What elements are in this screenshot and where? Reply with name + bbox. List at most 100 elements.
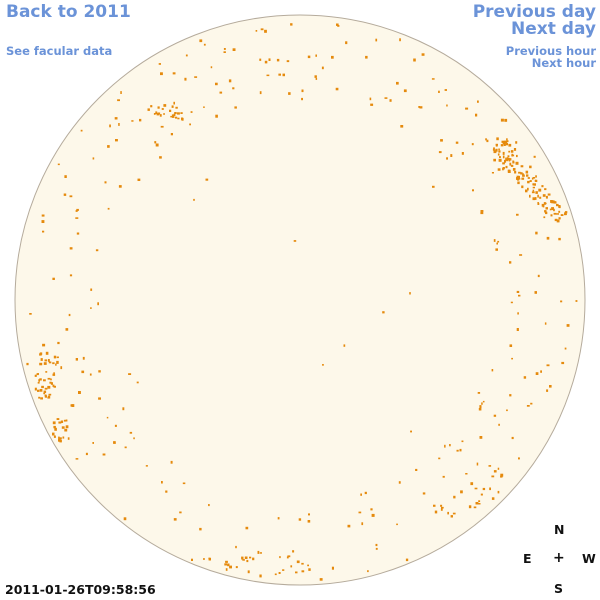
facula-speck	[478, 500, 481, 502]
facula-speck	[347, 524, 351, 528]
facula-speck	[364, 491, 367, 495]
see-facular-data-link[interactable]: See facular data	[6, 44, 113, 58]
facula-speck	[234, 106, 237, 109]
facula-speck	[553, 201, 557, 204]
facula-speck	[527, 177, 530, 179]
facula-speck	[473, 506, 477, 509]
facula-speck	[41, 220, 45, 223]
facula-speck	[517, 312, 519, 315]
facula-speck	[452, 512, 456, 515]
facula-speck	[160, 125, 164, 128]
facula-speck	[114, 117, 118, 120]
facula-speck	[189, 123, 191, 126]
facula-speck	[154, 141, 157, 144]
facula-speck	[501, 140, 504, 143]
facula-speck	[145, 465, 148, 467]
facula-speck	[525, 170, 529, 174]
facula-speck	[107, 145, 110, 148]
facula-speck	[293, 240, 297, 242]
facula-speck	[500, 144, 504, 147]
previous-day-link[interactable]: Previous day	[472, 2, 596, 22]
facula-speck	[534, 179, 537, 182]
facula-speck	[532, 189, 535, 192]
facula-speck	[537, 274, 540, 278]
facula-speck	[34, 374, 37, 377]
facula-speck	[203, 558, 205, 560]
facula-speck	[519, 254, 523, 256]
facula-speck	[249, 556, 252, 559]
facula-speck	[43, 362, 47, 365]
facula-speck	[92, 442, 94, 444]
facula-speck	[39, 389, 43, 392]
facula-speck	[150, 105, 153, 108]
facula-speck	[184, 77, 187, 81]
facula-speck	[460, 490, 463, 494]
facula-speck	[540, 370, 542, 373]
back-to-year-link[interactable]: Back to 2011	[6, 2, 131, 22]
facula-speck	[529, 194, 531, 198]
facula-speck	[434, 510, 438, 514]
facula-speck	[314, 75, 317, 78]
facula-speck	[235, 566, 238, 569]
facula-speck	[453, 495, 456, 499]
facula-speck	[517, 181, 520, 185]
facula-speck	[75, 217, 79, 219]
facula-speck	[560, 214, 563, 216]
facula-speck	[199, 39, 203, 43]
facula-speck	[506, 409, 508, 412]
facula-speck	[173, 101, 175, 105]
facula-speck	[405, 558, 409, 562]
facula-speck	[292, 550, 295, 553]
facula-speck	[477, 100, 479, 103]
facula-speck	[478, 408, 482, 411]
facula-speck	[58, 421, 62, 424]
facula-speck	[564, 212, 566, 216]
facula-speck	[506, 138, 508, 141]
facula-speck	[433, 504, 436, 507]
facula-speck	[259, 552, 262, 554]
facula-speck	[531, 191, 535, 194]
next-day-link[interactable]: Next day	[511, 19, 596, 39]
facula-speck	[522, 174, 525, 177]
facula-speck	[498, 150, 501, 153]
facula-speck	[52, 362, 55, 365]
facula-speck	[80, 129, 83, 132]
previous-hour-link[interactable]: Previous hour	[505, 44, 596, 58]
facula-speck	[509, 261, 512, 264]
facula-speck	[191, 558, 193, 561]
facula-speck	[505, 165, 508, 169]
facula-speck	[75, 210, 78, 212]
facula-speck	[558, 210, 561, 213]
facula-speck	[172, 72, 176, 75]
facula-speck	[493, 150, 497, 154]
facula-speck	[507, 169, 511, 172]
facula-speck	[264, 60, 268, 64]
facula-speck	[477, 503, 481, 505]
facula-speck	[242, 559, 245, 561]
facula-speck	[47, 395, 51, 399]
facula-speck	[369, 97, 372, 101]
facula-speck	[173, 518, 177, 521]
facula-speck	[475, 113, 478, 117]
facula-speck	[413, 58, 416, 62]
facula-speck	[244, 556, 248, 559]
facula-speck	[509, 394, 512, 397]
facula-speck	[480, 493, 483, 496]
facula-speck	[564, 347, 567, 350]
facula-speck	[38, 396, 41, 399]
facula-speck	[418, 106, 420, 108]
facula-speck	[257, 550, 260, 554]
facula-speck	[500, 473, 504, 477]
facula-speck	[465, 473, 468, 475]
facula-speck	[75, 358, 78, 361]
facula-speck	[78, 391, 81, 394]
facula-speck	[279, 556, 281, 559]
facula-speck	[358, 511, 362, 514]
next-hour-link[interactable]: Next hour	[531, 56, 596, 70]
facula-speck	[495, 143, 498, 146]
facula-speck	[336, 23, 339, 26]
facula-speck	[450, 154, 453, 157]
facula-speck	[68, 313, 71, 317]
facula-speck	[136, 381, 139, 384]
facula-speck	[53, 435, 56, 438]
